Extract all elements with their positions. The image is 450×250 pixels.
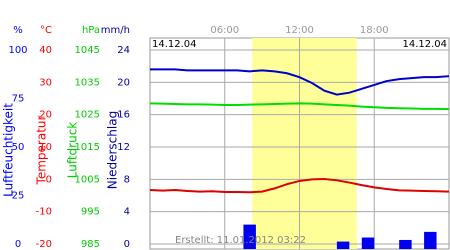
y-tick-label: 1005	[75, 174, 100, 185]
y-tick-label: 1015	[75, 142, 100, 153]
y-tick-label: 75	[12, 94, 25, 105]
x-tick-label: 12:00	[285, 25, 314, 36]
axis-label: Luftfeuchtigkeit	[2, 103, 16, 197]
date-right: 14.12.04	[402, 39, 447, 50]
axis-label: Temperatur	[35, 115, 49, 185]
y-tick-label: 10	[39, 142, 52, 153]
x-tick-label: 06:00	[210, 25, 239, 36]
y-tick-label: 1045	[75, 45, 100, 56]
y-tick-label: 0	[15, 239, 21, 250]
footer: Erstellt: 11.01.2012 03:22	[175, 235, 306, 246]
date-left: 14.12.04	[152, 39, 197, 50]
axis-unit: hPa	[82, 25, 100, 36]
bar	[361, 237, 375, 249]
y-tick-label: 100	[8, 45, 27, 56]
x-tick-label: 18:00	[360, 25, 389, 36]
bar	[399, 239, 412, 249]
bar	[243, 224, 256, 249]
y-tick-label: 0	[124, 239, 130, 250]
y-tick-label: 20	[117, 77, 130, 88]
y-tick-label: 50	[12, 142, 25, 153]
line	[149, 178, 450, 194]
bar	[424, 231, 437, 249]
y-tick-label: 16	[117, 110, 130, 121]
y-tick-label: 0	[46, 174, 52, 185]
y-tick-label: 30	[39, 77, 52, 88]
axis-label: Niederschlag	[106, 111, 120, 189]
line	[150, 68, 450, 96]
y-tick-label: 1035	[75, 77, 100, 88]
y-tick-label: 24	[117, 45, 130, 56]
y-tick-label: 1025	[75, 110, 100, 121]
y-tick-label: 12	[117, 142, 130, 153]
y-tick-label: 25	[12, 191, 25, 202]
y-tick-label: 40	[39, 45, 52, 56]
y-tick-label: 8	[124, 174, 130, 185]
axis-label: Luftdruck	[66, 122, 80, 179]
line	[149, 102, 450, 111]
y-tick-label: 995	[81, 207, 100, 218]
axis-unit: mm/h	[101, 25, 130, 36]
axis-unit: %	[13, 25, 23, 36]
axis-unit: °C	[40, 25, 52, 36]
bar	[336, 241, 350, 249]
y-tick-label: -10	[36, 207, 52, 218]
daylight-band	[252, 38, 357, 249]
y-tick-label: 20	[39, 110, 52, 121]
y-tick-label: 985	[81, 239, 100, 250]
y-tick-label: -20	[36, 239, 52, 250]
y-tick-label: 4	[124, 207, 130, 218]
